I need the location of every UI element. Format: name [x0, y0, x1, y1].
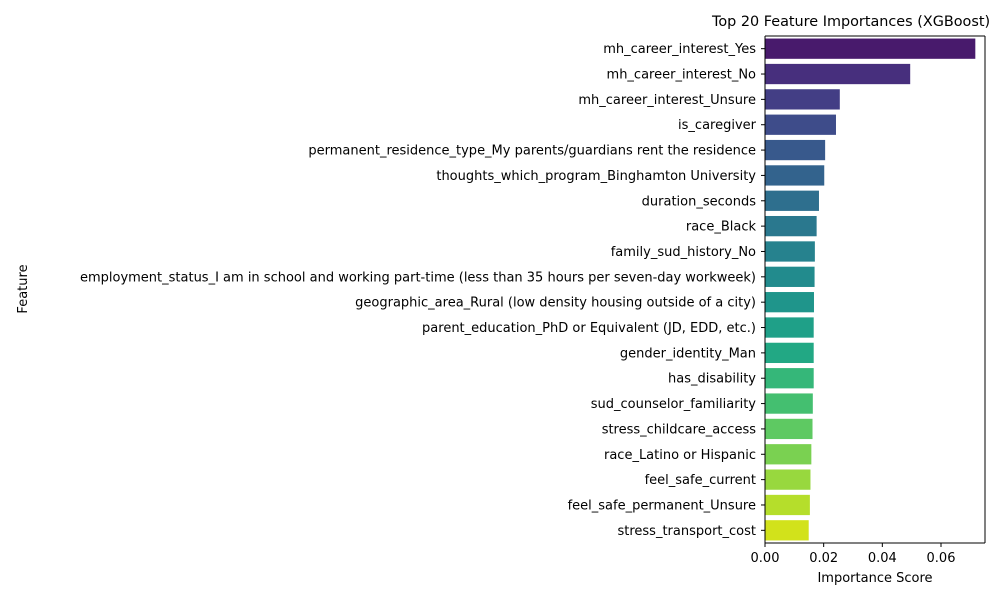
y-tick-label: is_caregiver: [678, 118, 757, 133]
y-tick-label: thoughts_which_program_Binghamton Univer…: [436, 169, 756, 184]
y-tick-label: gender_identity_Man: [620, 346, 756, 361]
bar: [765, 139, 826, 161]
x-tick-label: 0.04: [868, 551, 897, 566]
bar: [765, 418, 813, 440]
bar: [765, 292, 814, 313]
y-tick-label: employment_status_I am in school and wor…: [80, 270, 756, 285]
bar: [765, 215, 817, 237]
y-tick-label: feel_safe_current: [645, 473, 756, 488]
bar: [765, 469, 811, 490]
bar: [765, 444, 812, 465]
y-tick-label: mh_career_interest_No: [607, 68, 757, 83]
y-tick-labels: mh_career_interest_Yes mh_career_interest…: [80, 42, 765, 539]
bar: [765, 38, 976, 59]
y-axis-label: Feature: [16, 264, 31, 313]
x-tick-label: 0.06: [927, 551, 956, 566]
bar: [765, 317, 814, 338]
bar: [765, 114, 836, 135]
bar: [765, 190, 819, 211]
chart-title: Top 20 Feature Importances (XGBoost): [711, 14, 990, 30]
y-tick-label: race_Black: [686, 220, 757, 235]
y-tick-label: permanent_residence_type_My parents/guar…: [308, 144, 756, 159]
x-tick-label: 0.00: [751, 551, 780, 566]
bar: [765, 393, 813, 414]
bar: [765, 266, 815, 287]
x-tick-label: 0.02: [809, 551, 838, 566]
y-tick-label: sud_counselor_familiarity: [591, 397, 757, 412]
bar: [765, 494, 810, 516]
y-tick-label: stress_childcare_access: [602, 422, 757, 437]
y-tick-label: mh_career_interest_Yes: [603, 42, 756, 57]
y-tick-label: parent_education_PhD or Equivalent (JD, …: [422, 321, 756, 336]
y-tick-label: race_Latino or Hispanic: [604, 448, 756, 463]
y-tick-label: mh_career_interest_Unsure: [578, 93, 756, 108]
y-tick-label: family_sud_history_No: [611, 245, 756, 260]
y-tick-label: has_disability: [668, 372, 756, 387]
bar-series: [765, 38, 976, 541]
x-axis-ticks: 0.00 0.02 0.04 0.06: [751, 543, 956, 566]
bar: [765, 89, 840, 110]
y-tick-label: stress_transport_cost: [617, 524, 756, 539]
y-tick-label: geographic_area_Rural (low density housi…: [355, 296, 756, 311]
bar: [765, 342, 814, 364]
bar: [765, 368, 814, 389]
y-tick-label: duration_seconds: [642, 194, 757, 209]
bar: [765, 241, 815, 262]
y-tick-label: feel_safe_permanent_Unsure: [568, 498, 756, 513]
bar: [765, 63, 911, 85]
x-axis-label: Importance Score: [817, 571, 932, 586]
bar: [765, 520, 809, 541]
bar: [765, 165, 825, 186]
